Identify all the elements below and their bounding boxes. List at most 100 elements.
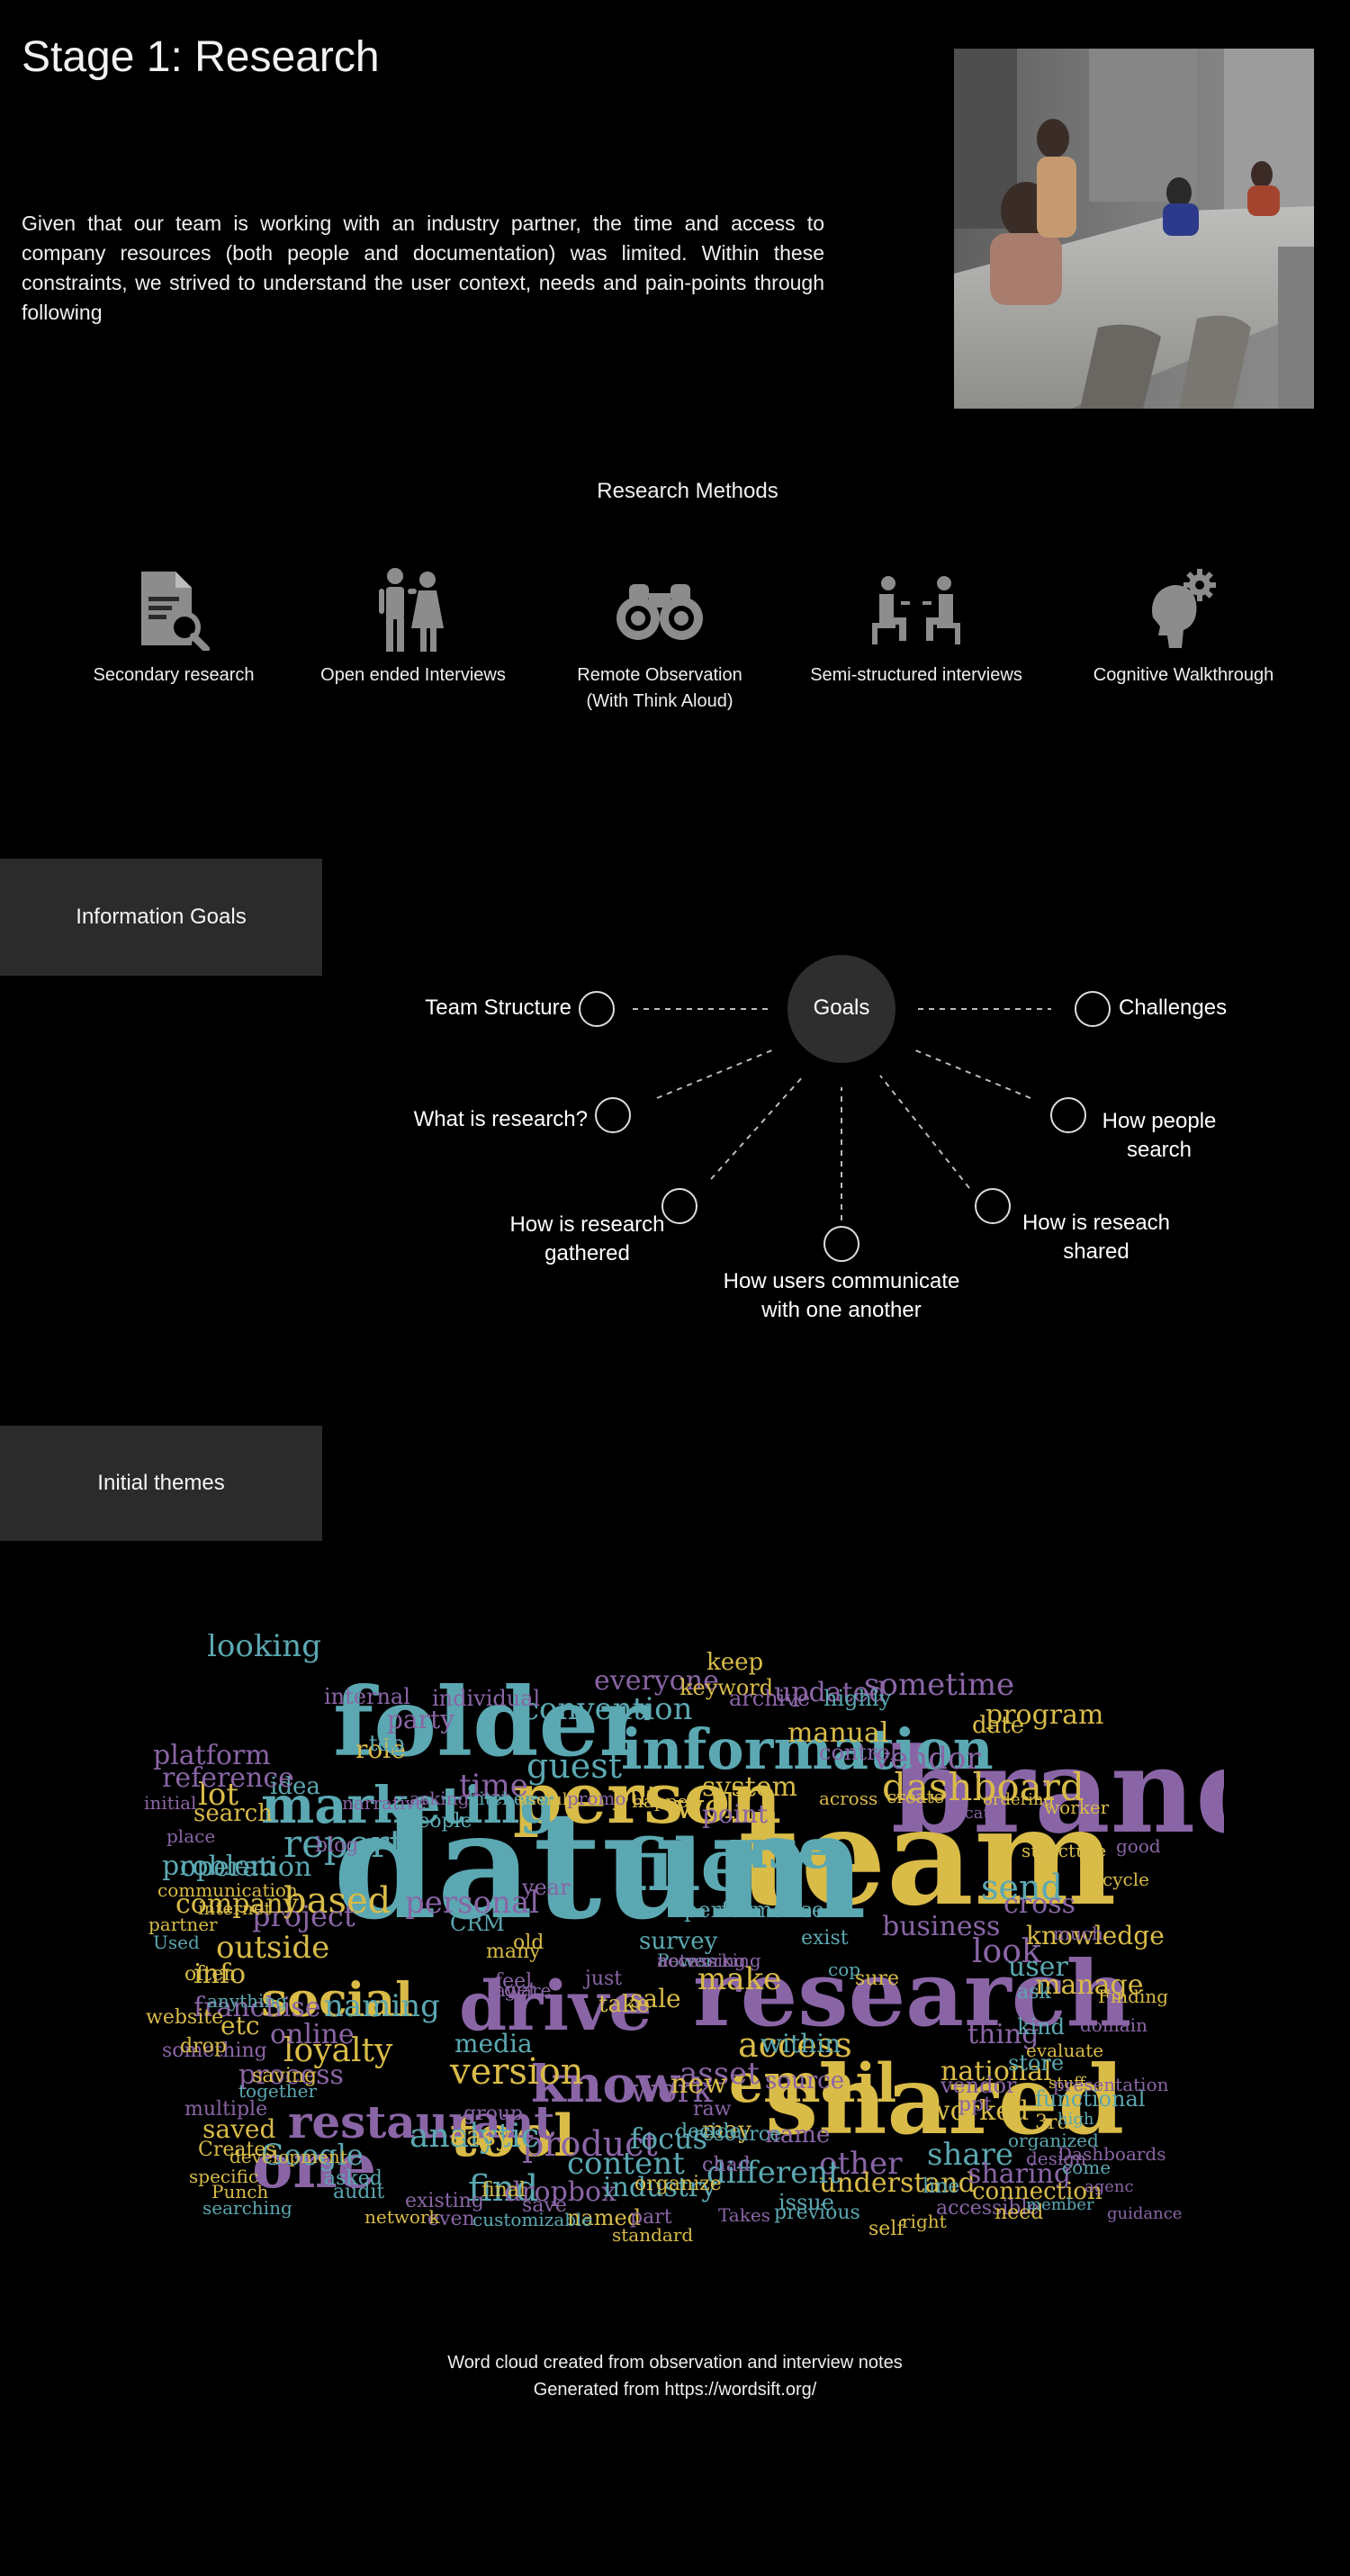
cloud-word: search bbox=[194, 1800, 273, 1827]
goal-how-research-gathered: How is research gathered bbox=[509, 1212, 665, 1265]
cloud-word: issue bbox=[778, 2190, 834, 2215]
cloud-word: time bbox=[459, 1768, 528, 1804]
cloud-word: keep bbox=[706, 1649, 763, 1676]
cloud-word: old bbox=[513, 1932, 544, 1954]
cloud-word: saved bbox=[202, 2114, 275, 2144]
cloud-word: one bbox=[252, 2130, 376, 2202]
method-secondary-research: Secondary research bbox=[48, 565, 300, 689]
cloud-word: work bbox=[630, 2073, 714, 2110]
cloud-word: version bbox=[449, 2051, 584, 2093]
head-gear-icon bbox=[1058, 565, 1310, 655]
cloud-word: name bbox=[765, 2121, 830, 2148]
method-cognitive-walkthrough: Cognitive Walkthrough bbox=[1058, 565, 1310, 689]
cloud-word: make bbox=[698, 1961, 781, 1997]
cloud-word: archive bbox=[729, 1686, 810, 1711]
cloud-word: send bbox=[981, 1868, 1063, 1907]
cloud-word: person bbox=[513, 1758, 781, 1840]
cloud-word: aware bbox=[495, 1979, 551, 2001]
cloud-word: anything bbox=[207, 1990, 287, 2012]
page-title: Stage 1: Research bbox=[22, 33, 380, 81]
cloud-word: decide bbox=[675, 2121, 742, 2143]
cloud-word: right bbox=[902, 2211, 947, 2232]
cloud-word: analytic bbox=[410, 2118, 539, 2155]
cloud-word: part bbox=[630, 2206, 672, 2229]
cloud-word: performance bbox=[684, 1897, 824, 1923]
cloud-word: asset bbox=[680, 2056, 760, 2092]
cloud-word: high bbox=[1058, 2110, 1094, 2129]
cloud-word: need bbox=[994, 2202, 1043, 2224]
cloud-word: blog bbox=[315, 1834, 358, 1857]
cloud-word: connection bbox=[972, 2178, 1102, 2205]
cloud-word: email bbox=[729, 2052, 896, 2115]
cloud-word: know bbox=[531, 2055, 681, 2114]
cloud-word: line bbox=[922, 2175, 959, 2198]
cloud-word: sure bbox=[855, 1968, 899, 1990]
cloud-word: initial bbox=[144, 1792, 196, 1814]
cloud-word: create bbox=[886, 1786, 944, 1807]
cloud-word: new bbox=[670, 2068, 727, 2100]
research-methods-title: Research Methods bbox=[597, 479, 778, 503]
cloud-word: put bbox=[612, 1780, 658, 1812]
cloud-word: saving bbox=[252, 2065, 317, 2087]
cloud-word: raw bbox=[693, 2098, 732, 2121]
cloud-word: top bbox=[369, 1731, 404, 1756]
cloud-word: shared bbox=[765, 2044, 1124, 2156]
cloud-word: source bbox=[765, 2067, 844, 2094]
cloud-word: networking bbox=[657, 1950, 761, 1971]
cloud-word: multiple bbox=[184, 2098, 267, 2121]
connector-lines bbox=[633, 1008, 1051, 1220]
cloud-word: loyalty bbox=[284, 2032, 393, 2069]
method-open-ended-interviews: Open ended Interviews bbox=[287, 565, 539, 689]
cloud-word: vendor bbox=[940, 2073, 1017, 2098]
cloud-word: point bbox=[702, 1799, 769, 1829]
cloud-word: system bbox=[702, 1771, 797, 1803]
cloud-word: 3rd bbox=[1035, 2112, 1070, 2134]
cloud-word: project bbox=[252, 1899, 356, 1933]
cloud-word: cross bbox=[1004, 1888, 1076, 1920]
cloud-word: naming bbox=[324, 1988, 440, 2024]
cloud-word: etc bbox=[220, 2011, 260, 2040]
cloud-word: ordering bbox=[983, 1790, 1054, 1809]
cloud-word: good bbox=[1116, 1835, 1161, 1857]
cloud-word: within bbox=[760, 2029, 841, 2058]
cloud-word: many bbox=[486, 1941, 541, 1963]
cloud-word: folder bbox=[333, 1666, 650, 1778]
cloud-word: information bbox=[621, 1716, 994, 1782]
method-label: Cognitive Walkthrough bbox=[1093, 665, 1274, 685]
initial-themes-heading: Initial themes bbox=[0, 1426, 322, 1541]
cloud-word: cop bbox=[828, 1959, 860, 1980]
cloud-word: much bbox=[1053, 1923, 1103, 1944]
goal-how-users-communicate: How users communicate with one another bbox=[723, 1269, 960, 1322]
cloud-word: Google bbox=[261, 2138, 364, 2172]
cloud-word: evaluate bbox=[1026, 2040, 1103, 2061]
cloud-word: existing bbox=[405, 2190, 484, 2212]
cloud-word: research bbox=[693, 1941, 1131, 2047]
cloud-word: year bbox=[521, 1875, 571, 1900]
cloud-word: industry bbox=[603, 2172, 716, 2203]
cloud-word: together bbox=[238, 2080, 317, 2102]
cloud-word: partner bbox=[148, 1914, 218, 1935]
cloud-word: presentation bbox=[1053, 2074, 1169, 2095]
cloud-word: happen bbox=[632, 1790, 699, 1812]
cloud-word: access bbox=[738, 2025, 852, 2065]
cloud-word: company bbox=[176, 1888, 299, 1920]
cloud-word: convention bbox=[522, 1691, 693, 1727]
cloud-word: highly bbox=[824, 1686, 892, 1711]
cloud-word: everyone bbox=[594, 1665, 719, 1697]
cloud-word: asked bbox=[324, 2167, 382, 2190]
cloud-word: knowledge bbox=[1026, 1921, 1165, 1950]
cloud-word: worked bbox=[927, 2095, 1029, 2127]
goal-how-research-shared: How is reseach shared bbox=[1022, 1211, 1171, 1264]
cloud-word: feel bbox=[495, 1970, 532, 1993]
cloud-word: content bbox=[567, 2146, 685, 2182]
people-talking-icon bbox=[287, 565, 539, 655]
cloud-word: media bbox=[454, 2029, 533, 2058]
cloud-word: just bbox=[582, 1968, 622, 1990]
cloud-word: searching bbox=[202, 2197, 292, 2219]
cloud-word: lot bbox=[198, 1777, 238, 1813]
cloud-word: individual bbox=[432, 1686, 540, 1711]
cloud-word: guidance bbox=[1107, 2204, 1182, 2223]
cloud-word: problem bbox=[162, 1851, 276, 1882]
cloud-word: organize bbox=[634, 2173, 722, 2195]
cloud-word: useful bbox=[518, 1790, 568, 1809]
